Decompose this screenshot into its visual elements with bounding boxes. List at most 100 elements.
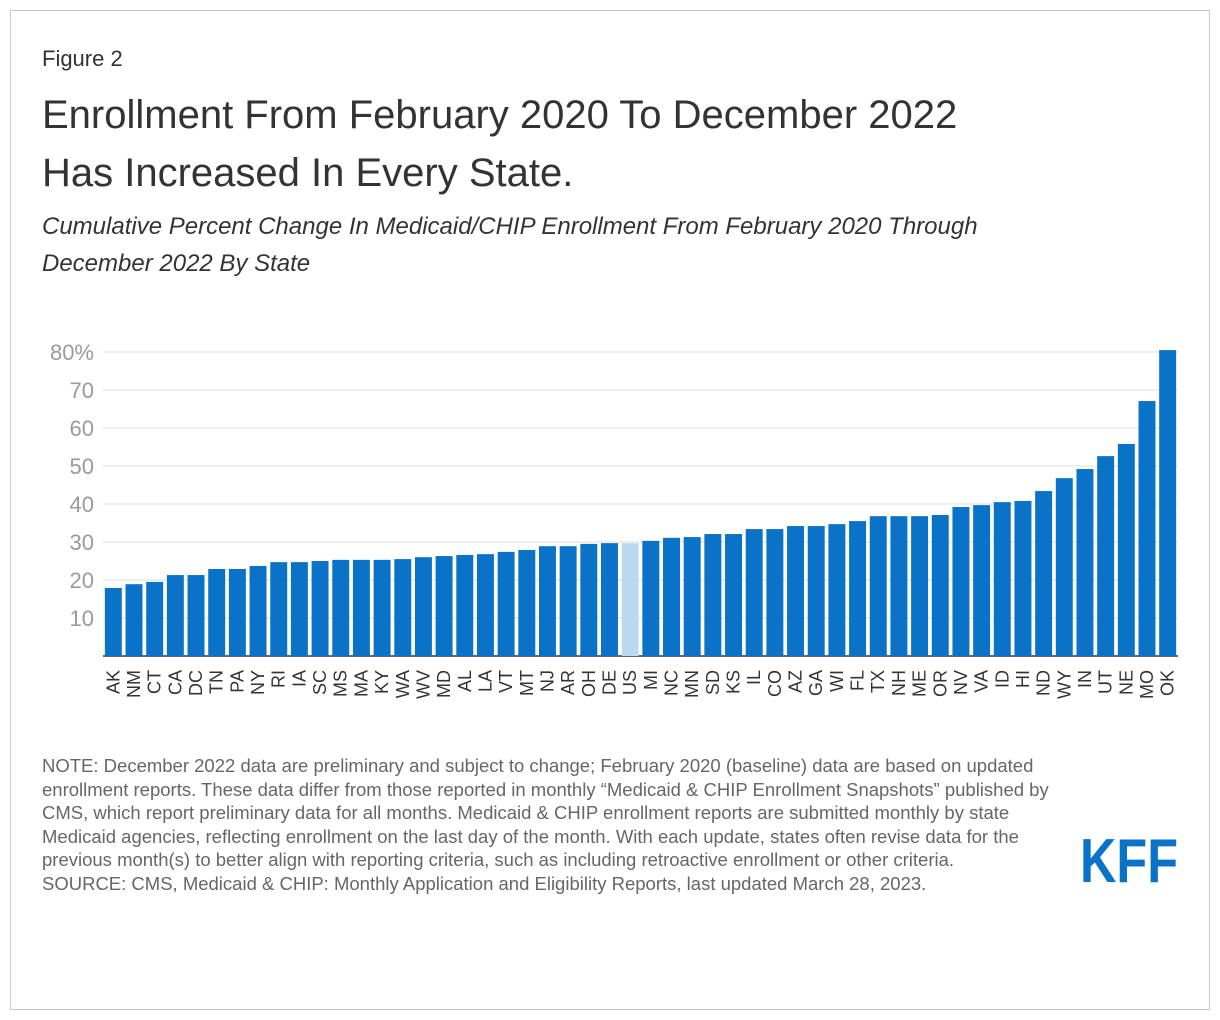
x-tick-label: SC — [310, 670, 330, 695]
x-tick-label: UT — [1096, 670, 1116, 694]
x-tick-label: OH — [579, 670, 599, 697]
x-tick-label: WA — [393, 670, 413, 698]
x-tick-label: NC — [662, 670, 682, 696]
x-tick-label: MI — [641, 670, 661, 690]
x-tick-label: NM — [124, 670, 144, 698]
bar — [869, 516, 887, 656]
x-tick-label: NV — [951, 670, 971, 695]
y-tick-label: 40 — [70, 492, 94, 517]
bar — [849, 521, 867, 656]
bar — [828, 524, 846, 656]
bar — [332, 559, 350, 656]
x-tick-label: VT — [496, 670, 516, 693]
bar — [807, 526, 825, 656]
bar — [373, 559, 391, 656]
bar — [228, 568, 246, 656]
bar — [187, 575, 205, 656]
chart-subtitle: December 2022 By State — [42, 250, 310, 277]
chart-subtitle: Cumulative Percent Change In Medicaid/CH… — [42, 213, 978, 240]
y-tick-label: 20 — [70, 568, 94, 593]
x-tick-label: IA — [289, 670, 309, 687]
figure-label: Figure 2 — [42, 46, 123, 71]
bar — [1035, 491, 1053, 656]
x-tick-label: AZ — [786, 670, 806, 693]
x-tick-label: GA — [806, 670, 826, 696]
x-tick-label: CO — [765, 670, 785, 697]
bar — [352, 559, 370, 656]
x-tick-label: ME — [910, 670, 930, 697]
x-tick-label: US — [620, 670, 640, 695]
bar — [787, 526, 805, 656]
bar — [745, 529, 763, 656]
bar — [249, 565, 267, 656]
bar — [931, 515, 949, 656]
notes: NOTE: December 2022 data are preliminary… — [42, 754, 1082, 896]
bar — [704, 534, 722, 656]
x-tick-label: DE — [599, 670, 619, 695]
bar — [766, 529, 784, 656]
bar — [559, 546, 577, 656]
x-tick-label: OK — [1158, 670, 1178, 696]
x-tick-label: WY — [1054, 670, 1074, 699]
bar — [497, 551, 515, 656]
x-tick-label: WI — [827, 670, 847, 692]
bar — [642, 540, 660, 656]
x-tick-label: CA — [165, 670, 185, 695]
bar — [1014, 500, 1032, 656]
bar — [1097, 456, 1115, 656]
bar — [125, 584, 143, 656]
x-tick-label: MN — [682, 670, 702, 698]
x-tick-label: ND — [1034, 670, 1054, 696]
y-tick-label: 30 — [70, 530, 94, 555]
y-tick-label: 10 — [70, 606, 94, 631]
x-tick-label: MS — [331, 670, 351, 697]
x-tick-label: RI — [269, 670, 289, 688]
bar — [952, 507, 970, 656]
x-tick-label: MD — [434, 670, 454, 698]
x-tick-label: NH — [889, 670, 909, 696]
bar — [290, 562, 308, 656]
bar — [311, 561, 329, 656]
bar — [725, 534, 743, 656]
frame — [10, 10, 1210, 1010]
x-tick-label: MT — [517, 670, 537, 696]
x-tick-label: DC — [186, 670, 206, 696]
bar — [270, 562, 288, 656]
bar — [1159, 350, 1177, 656]
y-tick-label: 70 — [70, 378, 94, 403]
bar — [683, 537, 701, 656]
x-tick-label: NY — [248, 670, 268, 695]
bar — [538, 546, 556, 656]
bar — [973, 505, 991, 656]
x-tick-label: MO — [1137, 670, 1157, 699]
x-tick-label: IL — [744, 670, 764, 685]
bar — [1117, 443, 1135, 656]
bar — [663, 537, 680, 656]
x-tick-label: KY — [372, 670, 392, 694]
x-tick-label: AK — [103, 670, 123, 694]
x-tick-label: IN — [1075, 670, 1095, 688]
source: SOURCE: CMS, Medicaid & CHIP: Monthly Ap… — [42, 872, 927, 894]
bar — [394, 559, 412, 656]
bar — [1055, 478, 1073, 656]
y-tick-label: 80% — [50, 340, 94, 365]
bar — [456, 554, 474, 656]
bar — [911, 516, 929, 656]
bar — [1076, 469, 1094, 656]
bar — [476, 554, 494, 656]
x-tick-label: MA — [351, 670, 371, 697]
bar — [146, 581, 164, 656]
x-tick-label: LA — [475, 670, 495, 692]
bar — [104, 587, 122, 656]
x-tick-label: TX — [868, 670, 888, 693]
bar — [518, 549, 536, 656]
bar — [993, 502, 1011, 656]
bar — [1138, 401, 1156, 656]
logo: KFF — [1080, 827, 1178, 896]
x-tick-label: HI — [1013, 670, 1033, 688]
bar — [208, 568, 226, 656]
x-tick-label: SD — [703, 670, 723, 695]
bar — [601, 543, 618, 656]
